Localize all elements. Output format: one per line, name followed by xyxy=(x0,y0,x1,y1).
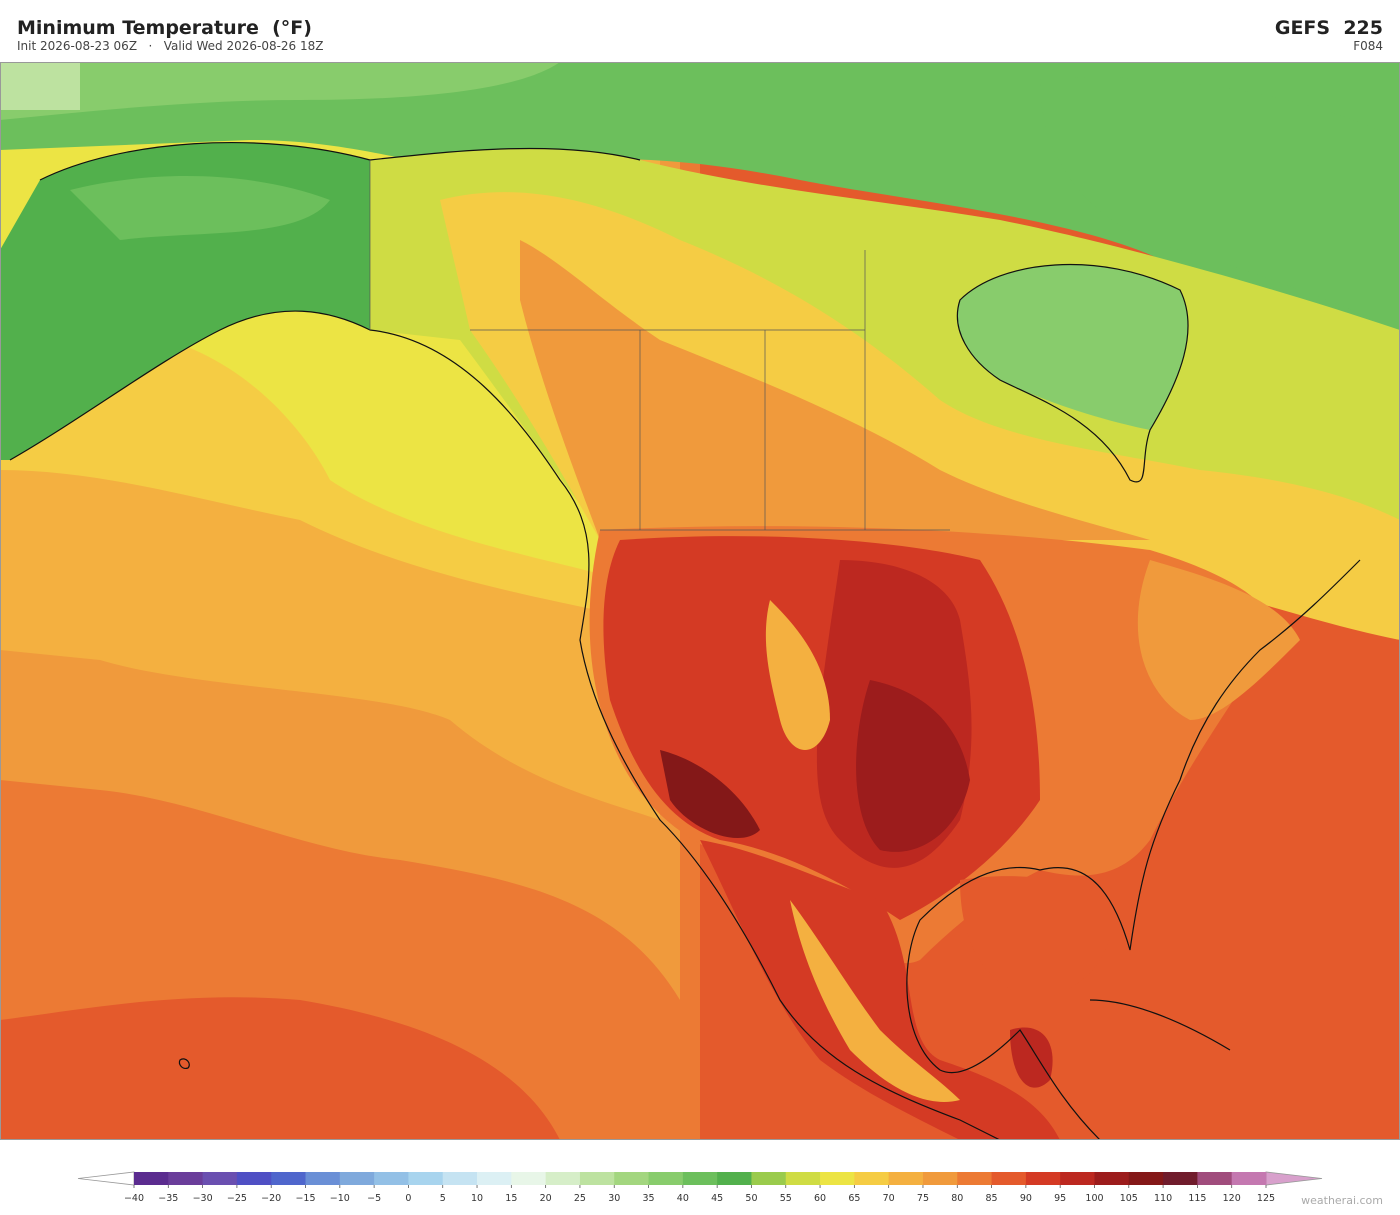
colorbar-tick-label: 120 xyxy=(1223,1193,1241,1204)
subtitle: Init 2026-08-23 06Z · Valid Wed 2026-08-… xyxy=(17,39,324,53)
colorbar-tick-label: 100 xyxy=(1085,1193,1103,1204)
forecast-hour: F084 xyxy=(1353,39,1383,53)
map xyxy=(0,62,1400,1140)
colorbar-tick-label: 55 xyxy=(780,1193,792,1204)
colorbar-tick-label: 5 xyxy=(440,1193,446,1204)
colorbar-segment xyxy=(751,1172,787,1185)
colorbar-tick-label: 15 xyxy=(505,1193,517,1204)
colorbar-tick-label: −35 xyxy=(158,1193,178,1204)
colorbar-tick-label: −30 xyxy=(193,1193,213,1204)
colorbar-tick-label: 105 xyxy=(1120,1193,1138,1204)
colorbar-tick-label: 60 xyxy=(814,1193,826,1204)
colorbar: −40 −35 −30 −25 −20 −15 −10 −5 0 5 10 15 20 25 30 35 40 4… xyxy=(77,1171,1323,1204)
colorbar-tick-label: 90 xyxy=(1020,1193,1032,1204)
colorbar-tick-label: 30 xyxy=(608,1193,620,1204)
colorbar-segment xyxy=(1094,1172,1130,1185)
colorbar-segment xyxy=(168,1172,204,1185)
colorbar-segment xyxy=(477,1172,512,1185)
colorbar-tick-label: −40 xyxy=(124,1193,144,1204)
colorbar-tick-label: 0 xyxy=(405,1193,411,1204)
colorbar-segment xyxy=(957,1172,992,1185)
colorbar-tick-label: 70 xyxy=(883,1193,895,1204)
colorbar-segment xyxy=(134,1172,169,1185)
colorbar-tick-label: −25 xyxy=(227,1193,247,1204)
colorbar-tick-label: −20 xyxy=(261,1193,281,1204)
colorbar-tick-label: 125 xyxy=(1257,1193,1275,1204)
colorbar-segment xyxy=(1128,1172,1164,1185)
colorbar-tick-label: 40 xyxy=(677,1193,689,1204)
colorbar-under xyxy=(77,1171,135,1186)
colorbar-segment xyxy=(408,1172,444,1185)
colorbar-over xyxy=(1265,1171,1323,1186)
colorbar-segment xyxy=(339,1172,375,1185)
colorbar-segment xyxy=(545,1172,581,1185)
colorbar-segment xyxy=(682,1172,718,1185)
colorbar-segment xyxy=(236,1172,272,1185)
colorbar-tick-label: 115 xyxy=(1188,1193,1206,1204)
colorbar-segment xyxy=(511,1172,547,1185)
colorbar-segment xyxy=(374,1172,409,1185)
colorbar-segment xyxy=(1197,1172,1233,1185)
colorbar-segment xyxy=(579,1172,615,1185)
colorbar-tick-label: 75 xyxy=(917,1193,929,1204)
watermark: weatherai.com xyxy=(1301,1194,1383,1207)
colorbar-segment xyxy=(785,1172,821,1185)
colorbar-segment xyxy=(1231,1172,1267,1185)
colorbar-segment xyxy=(1060,1172,1095,1185)
colorbar-tick-label: 65 xyxy=(848,1193,860,1204)
colorbar-tick-label: 45 xyxy=(711,1193,723,1204)
colorbar-segment xyxy=(922,1172,958,1185)
colorbar-tick-label: 80 xyxy=(951,1193,963,1204)
colorbar-segment xyxy=(820,1172,855,1185)
colorbar-segment xyxy=(854,1172,890,1185)
colorbar-segment xyxy=(648,1172,684,1185)
colorbar-tick-label: 110 xyxy=(1154,1193,1172,1204)
colorbar-tick-label: 50 xyxy=(745,1193,757,1204)
colorbar-tick-label: 35 xyxy=(642,1193,654,1204)
colorbar-tick-label: 10 xyxy=(471,1193,483,1204)
colorbar-segment xyxy=(1025,1172,1061,1185)
title: Minimum Temperature (°F) xyxy=(17,17,312,39)
colorbar-tick-label: −10 xyxy=(330,1193,350,1204)
colorbar-segment xyxy=(202,1172,238,1185)
model-label: GEFS 225 xyxy=(1275,17,1383,39)
colorbar-segment xyxy=(991,1172,1027,1185)
colorbar-segment xyxy=(1163,1172,1198,1185)
colorbar-tick-label: −15 xyxy=(295,1193,315,1204)
colorbar-segment xyxy=(305,1172,341,1185)
colorbar-segment xyxy=(717,1172,752,1185)
colorbar-tick-label: 85 xyxy=(986,1193,998,1204)
colorbar-segment xyxy=(442,1172,478,1185)
colorbar-tick-label: 20 xyxy=(540,1193,552,1204)
colorbar-segment xyxy=(888,1172,924,1185)
colorbar-tick-label: −5 xyxy=(367,1193,381,1204)
colorbar-segment xyxy=(614,1172,649,1185)
colorbar-segment xyxy=(271,1172,306,1185)
colorbar-tick-label: 95 xyxy=(1054,1193,1066,1204)
colorbar-tick-label: 25 xyxy=(574,1193,586,1204)
